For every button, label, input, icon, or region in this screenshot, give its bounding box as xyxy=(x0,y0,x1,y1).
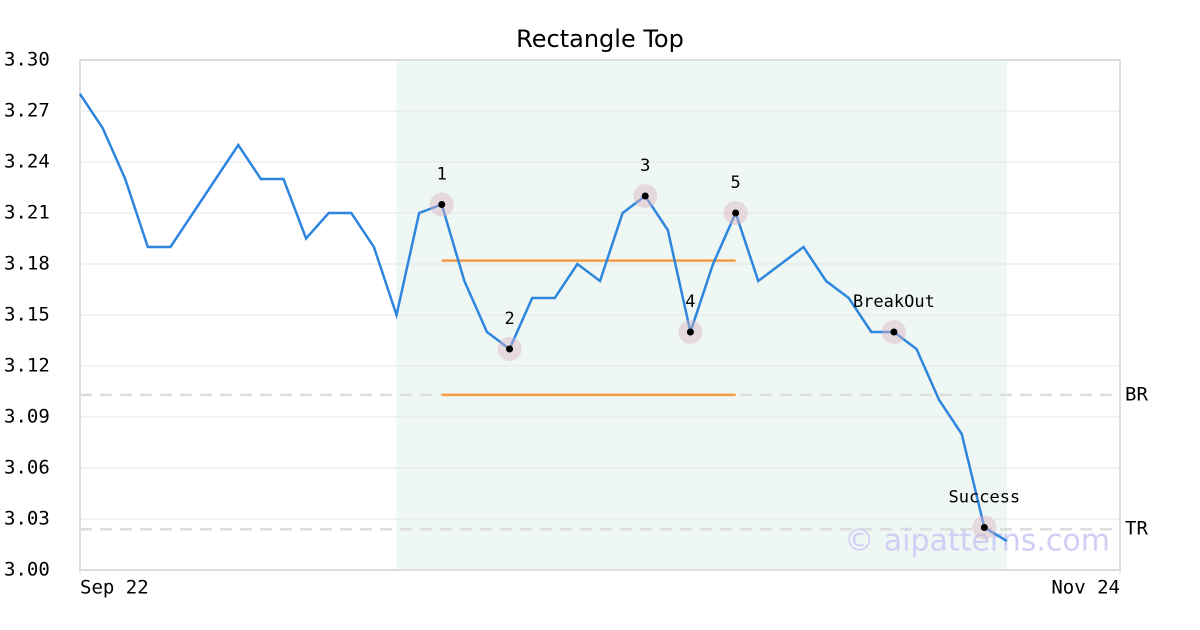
y-tick-label: 3.09 xyxy=(4,406,50,428)
point xyxy=(890,328,898,336)
watermark: © aipatterns.com xyxy=(844,524,1110,559)
point-label: 5 xyxy=(731,173,741,193)
point-label: BreakOut xyxy=(853,292,935,312)
level-label: BR xyxy=(1125,383,1148,405)
point-label: 3 xyxy=(640,156,650,176)
point-label: Success xyxy=(949,488,1021,508)
y-tick-label: 3.30 xyxy=(4,49,50,71)
point-label: 2 xyxy=(504,309,514,329)
chart-title: Rectangle Top xyxy=(516,25,684,53)
price-line xyxy=(78,93,1008,543)
point xyxy=(641,192,649,200)
y-tick-label: 3.00 xyxy=(4,559,50,581)
y-tick-label: 3.15 xyxy=(4,304,50,326)
level-label: TR xyxy=(1125,518,1148,540)
point xyxy=(732,209,740,217)
y-tick-label: 3.18 xyxy=(4,253,50,275)
point-label: 1 xyxy=(437,165,447,185)
y-tick-label: 3.06 xyxy=(4,457,50,479)
y-tick-label: 3.21 xyxy=(4,202,50,224)
y-tick-label: 3.12 xyxy=(4,355,50,377)
point xyxy=(506,345,514,353)
point xyxy=(438,201,446,208)
y-tick-label: 3.24 xyxy=(4,151,50,173)
x-tick-label: Sep 22 xyxy=(80,577,149,599)
y-tick-label: 3.27 xyxy=(4,100,50,122)
x-tick-label: Nov 24 xyxy=(1051,577,1120,599)
y-tick-label: 3.03 xyxy=(4,508,50,530)
point xyxy=(980,524,988,531)
point xyxy=(686,328,694,336)
plot-frame xyxy=(79,59,1121,571)
point-label: 4 xyxy=(685,292,695,312)
